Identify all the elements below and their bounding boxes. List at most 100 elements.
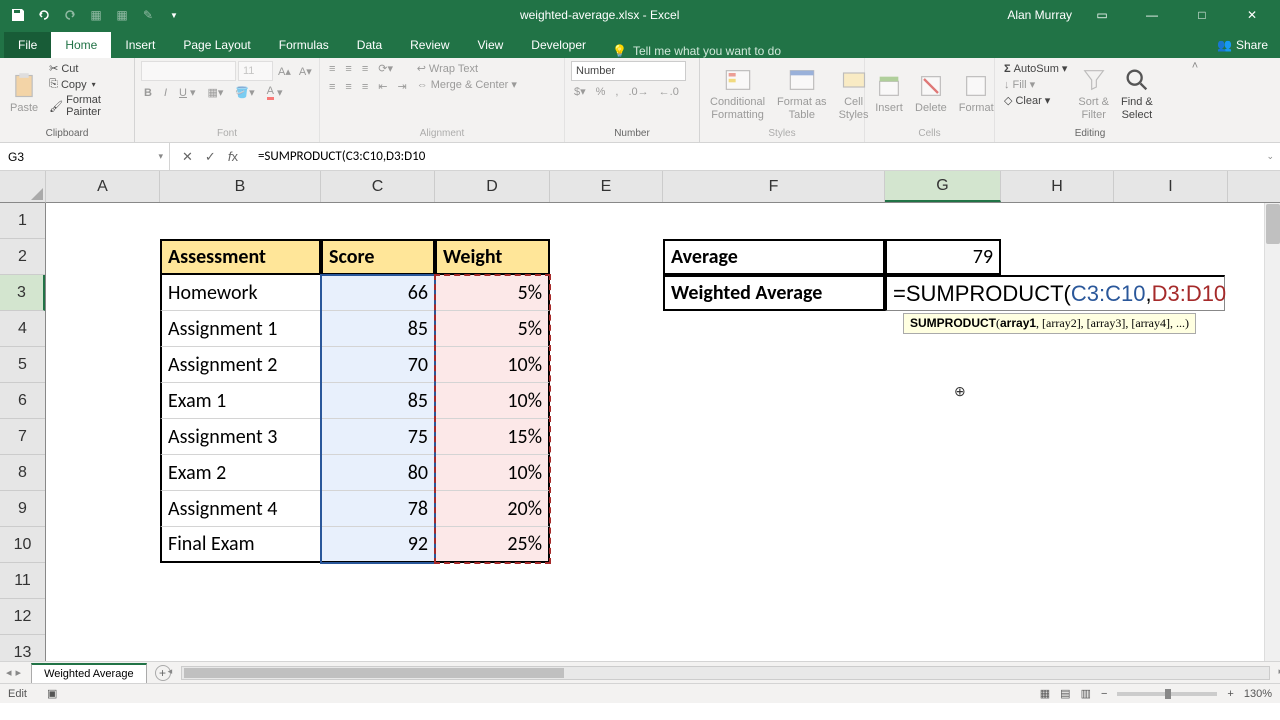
orientation-icon[interactable]: ⟳▾	[375, 61, 396, 76]
cell-F3[interactable]: Weighted Average	[663, 275, 885, 311]
align-top-icon[interactable]: ≡	[326, 61, 338, 76]
select-all-corner[interactable]	[0, 171, 46, 203]
cell-C4[interactable]: 85	[321, 311, 435, 347]
cell-B4[interactable]: Assignment 1	[160, 311, 321, 347]
cell-C8[interactable]: 80	[321, 455, 435, 491]
column-header-F[interactable]: F	[663, 171, 885, 202]
tab-developer[interactable]: Developer	[517, 32, 600, 58]
fill-color-button[interactable]: 🪣▾	[232, 84, 257, 101]
cell-B5[interactable]: Assignment 2	[160, 347, 321, 383]
cancel-formula-icon[interactable]: ✕	[182, 149, 193, 165]
bold-button[interactable]: B	[141, 84, 155, 101]
maximize-icon[interactable]: □	[1182, 0, 1222, 30]
cell-D8[interactable]: 10%	[435, 455, 550, 491]
enter-formula-icon[interactable]: ✓	[205, 149, 216, 165]
tab-home[interactable]: Home	[51, 32, 111, 58]
row-header-8[interactable]: 8	[0, 455, 45, 491]
column-header-D[interactable]: D	[435, 171, 550, 202]
indent-dec-icon[interactable]: ⇤	[375, 79, 390, 94]
vertical-scrollbar[interactable]	[1264, 203, 1280, 661]
column-header-A[interactable]: A	[46, 171, 160, 202]
align-right-icon[interactable]: ≡	[359, 79, 371, 94]
row-header-1[interactable]: 1	[0, 203, 45, 239]
format-cells-button[interactable]: Format	[955, 61, 998, 126]
conditional-formatting-button[interactable]: Conditional Formatting	[706, 61, 769, 126]
row-header-7[interactable]: 7	[0, 419, 45, 455]
cell-B9[interactable]: Assignment 4	[160, 491, 321, 527]
row-header-10[interactable]: 10	[0, 527, 45, 563]
underline-button[interactable]: U▾	[176, 84, 198, 101]
tell-me-search[interactable]: 💡 Tell me what you want to do	[600, 44, 793, 58]
cell-D7[interactable]: 15%	[435, 419, 550, 455]
sheet-tab-active[interactable]: Weighted Average	[31, 663, 147, 683]
cell-B10[interactable]: Final Exam	[160, 527, 321, 563]
currency-icon[interactable]: $▾	[571, 84, 589, 99]
cell-D9[interactable]: 20%	[435, 491, 550, 527]
cell-D10[interactable]: 25%	[435, 527, 550, 563]
cell-C5[interactable]: 70	[321, 347, 435, 383]
format-as-table-button[interactable]: Format as Table	[773, 61, 831, 126]
border-button[interactable]: ▦▾	[205, 84, 227, 101]
indent-inc-icon[interactable]: ⇥	[394, 79, 409, 94]
name-box[interactable]: G3	[0, 143, 170, 170]
share-button[interactable]: 👥 Share	[1205, 32, 1280, 58]
cell-G2[interactable]: 79	[885, 239, 1001, 275]
wrap-text-button[interactable]: ↩Wrap Text	[414, 61, 520, 76]
cell-C2[interactable]: Score	[321, 239, 435, 275]
decrease-font-icon[interactable]: A▾	[296, 61, 315, 81]
merge-center-button[interactable]: ⇔Merge & Center▾	[414, 77, 520, 92]
cell-C3[interactable]: 66	[321, 275, 435, 311]
row-header-11[interactable]: 11	[0, 563, 45, 599]
paste-button[interactable]: Paste	[6, 61, 42, 126]
cell-D6[interactable]: 10%	[435, 383, 550, 419]
row-header-5[interactable]: 5	[0, 347, 45, 383]
save-icon[interactable]	[8, 5, 28, 25]
column-header-B[interactable]: B	[160, 171, 321, 202]
zoom-slider[interactable]	[1117, 692, 1217, 696]
align-bottom-icon[interactable]: ≡	[359, 61, 371, 76]
zoom-out-icon[interactable]: −	[1101, 688, 1107, 700]
increase-font-icon[interactable]: A▴	[275, 61, 294, 81]
cell-B7[interactable]: Assignment 3	[160, 419, 321, 455]
column-header-C[interactable]: C	[321, 171, 435, 202]
cells-area[interactable]: AssessmentScoreWeight Homework665% Assignm…	[46, 203, 1280, 661]
cell-B6[interactable]: Exam 1	[160, 383, 321, 419]
tab-page-layout[interactable]: Page Layout	[169, 32, 264, 58]
formula-input[interactable]: =SUMPRODUCT(C3:C10,D3:D10	[250, 149, 1261, 164]
horizontal-scrollbar[interactable]: ◂ ▸	[181, 666, 1270, 680]
sheet-nav-next-icon[interactable]: ▸	[16, 666, 22, 679]
align-left-icon[interactable]: ≡	[326, 79, 338, 94]
tab-review[interactable]: Review	[396, 32, 463, 58]
align-center-icon[interactable]: ≡	[342, 79, 354, 94]
cell-B3[interactable]: Homework	[160, 275, 321, 311]
cell-D2[interactable]: Weight	[435, 239, 550, 275]
font-family-select[interactable]	[141, 61, 236, 81]
view-normal-icon[interactable]: ▦	[1040, 687, 1050, 700]
cell-B2[interactable]: Assessment	[160, 239, 321, 275]
view-pagebreak-icon[interactable]: ▥	[1081, 687, 1091, 700]
qat-icon-2[interactable]: ▦	[112, 5, 132, 25]
qat-icon-3[interactable]: ✎	[138, 5, 158, 25]
column-header-H[interactable]: H	[1001, 171, 1114, 202]
copy-button[interactable]: ⎘Copy▾	[46, 77, 128, 92]
column-header-G[interactable]: G	[885, 171, 1001, 202]
zoom-level[interactable]: 130%	[1244, 688, 1272, 700]
zoom-in-icon[interactable]: +	[1227, 688, 1233, 700]
column-header-I[interactable]: I	[1114, 171, 1228, 202]
undo-icon[interactable]	[34, 5, 54, 25]
cell-D4[interactable]: 5%	[435, 311, 550, 347]
dec-decimal-icon[interactable]: ←.0	[656, 84, 682, 99]
cell-C10[interactable]: 92	[321, 527, 435, 563]
cut-button[interactable]: ✂Cut	[46, 61, 128, 76]
cell-C6[interactable]: 85	[321, 383, 435, 419]
collapse-ribbon-icon[interactable]: ˄	[1185, 58, 1205, 142]
row-header-3[interactable]: 3	[0, 275, 45, 311]
qat-more-icon[interactable]: ▼	[164, 5, 184, 25]
autosum-button[interactable]: Σ AutoSum ▾	[1001, 61, 1070, 76]
font-color-button[interactable]: A▾	[264, 84, 286, 101]
tab-data[interactable]: Data	[343, 32, 396, 58]
row-header-9[interactable]: 9	[0, 491, 45, 527]
cell-C9[interactable]: 78	[321, 491, 435, 527]
cell-C7[interactable]: 75	[321, 419, 435, 455]
fx-icon[interactable]: fx	[228, 149, 238, 165]
